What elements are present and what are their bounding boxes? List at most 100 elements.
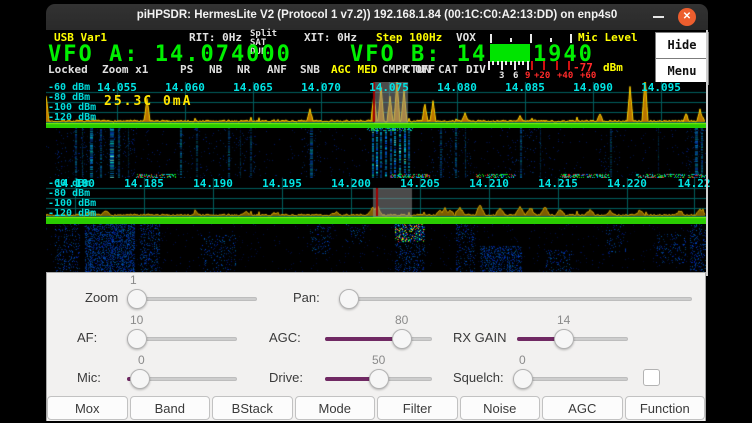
- sat-label: SAT: [250, 38, 267, 48]
- dbm-tick-label: -80 dBm: [48, 92, 91, 103]
- scale-tick: [490, 34, 492, 43]
- zoom-label: Zoom: [85, 290, 119, 305]
- slider-trough[interactable]: [339, 297, 692, 301]
- slider-handle[interactable]: [392, 329, 413, 349]
- drive-value: 50: [372, 353, 386, 367]
- vox-indicator[interactable]: VOX: [456, 31, 476, 44]
- rx-gain-value: 14: [557, 313, 571, 327]
- frequency-tick-label: 14.22: [677, 177, 711, 190]
- mode-flag: CMPR OFF: [382, 63, 435, 76]
- signal-strength-unit: dBm: [603, 61, 623, 74]
- mode-flag: ANF: [267, 63, 287, 76]
- agc-button[interactable]: AGC: [542, 396, 623, 420]
- mode-flag: DIV: [466, 63, 486, 76]
- slider-handle[interactable]: [553, 329, 574, 349]
- xit-indicator[interactable]: XIT: 0Hz: [304, 31, 357, 44]
- vfo-meter-panel: USB Var1 RIT: 0Hz Split SAT DUP XIT: 0Hz…: [46, 30, 708, 82]
- mode-flag: Zoom x1: [102, 63, 149, 76]
- rx1-spectrum-display[interactable]: 14.055 14.060 14.065 14.070 14.075 14.080 14.0…: [46, 81, 706, 128]
- meter-scale-label: +20: [534, 71, 551, 81]
- vfo-a-display[interactable]: VFO A: 14.074000: [48, 42, 292, 67]
- scale-tick: [488, 61, 490, 70]
- slider-handle[interactable]: [130, 369, 151, 389]
- signal-strength-value: -77: [573, 61, 593, 74]
- af-slider[interactable]: [127, 329, 237, 349]
- drive-label: Drive:: [269, 370, 303, 385]
- menu-button[interactable]: Menu: [655, 58, 709, 85]
- dbm-tick-label: -120 dBm: [48, 208, 97, 219]
- scale-tick-red: [568, 61, 570, 70]
- frequency-tick-label: 14.190: [193, 177, 233, 190]
- vfo-b-display[interactable]: VFO B: 14.201940: [350, 42, 594, 67]
- dbm-tick-label: -60 dBm: [48, 178, 91, 189]
- frequency-tick-label: 14.075: [369, 81, 409, 94]
- frequency-tick-label: 14.070: [301, 81, 341, 94]
- dbm-tick-label: -80 dBm: [48, 188, 91, 199]
- frequency-tick-label: 14.055: [97, 81, 137, 94]
- frequency-tick-label: 14.205: [400, 177, 440, 190]
- rx-gain-slider[interactable]: [517, 329, 628, 349]
- bstack-button[interactable]: BStack: [212, 396, 293, 420]
- slider-handle[interactable]: [127, 289, 147, 309]
- meter-scale-label: 3: [499, 71, 505, 81]
- frequency-tick-label: 14.095: [641, 81, 681, 94]
- frequency-tick-label: 14.220: [607, 177, 647, 190]
- dbm-tick-label: -100 dBm: [48, 102, 97, 113]
- squelch-value: 0: [519, 353, 526, 367]
- zoom-slider[interactable]: [127, 289, 257, 309]
- frequency-tick-label: 14.200: [331, 177, 371, 190]
- meter-scale-label: 9: [525, 71, 531, 81]
- squelch-checkbox[interactable]: [643, 369, 660, 386]
- mode-indicator[interactable]: USB Var1: [54, 31, 107, 44]
- noise-button[interactable]: Noise: [459, 396, 540, 420]
- mox-button[interactable]: Mox: [47, 396, 128, 420]
- rit-indicator[interactable]: RIT: 0Hz: [189, 31, 242, 44]
- mic-level-label: Mic Level: [578, 31, 638, 44]
- scale-tick: [570, 34, 572, 43]
- zoom-value: 1: [130, 273, 137, 287]
- band-button[interactable]: Band: [129, 396, 210, 420]
- split-label: Split: [250, 29, 278, 39]
- mode-flag: NR: [237, 63, 251, 76]
- rx1-waterfall-display[interactable]: [46, 128, 706, 178]
- close-icon[interactable]: ✕: [678, 8, 696, 26]
- split-sat-dup-indicator[interactable]: Split SAT DUP: [250, 30, 277, 57]
- agc-slider[interactable]: [325, 329, 432, 349]
- meter-scale-label: 6: [513, 71, 519, 81]
- slider-handle[interactable]: [513, 369, 533, 389]
- minimize-icon[interactable]: [653, 16, 664, 18]
- rx2-waterfall-display[interactable]: [46, 224, 706, 272]
- scale-tick: [513, 61, 516, 70]
- mode-button[interactable]: Mode: [294, 396, 375, 420]
- frequency-tick-label: 14.215: [538, 177, 578, 190]
- scale-tick-red: [531, 61, 533, 70]
- drive-slider[interactable]: [325, 369, 432, 389]
- agc-value: 80: [395, 313, 409, 327]
- slider-handle[interactable]: [339, 289, 359, 309]
- scale-tick: [550, 38, 552, 42]
- mode-flag: AGC MED: [331, 63, 378, 76]
- mode-flag: NB: [209, 63, 223, 76]
- scale-tick: [510, 38, 512, 42]
- mode-flag: CAT: [438, 63, 458, 76]
- slider-handle[interactable]: [368, 369, 389, 389]
- squelch-slider[interactable]: [513, 369, 628, 389]
- slider-fill: [325, 377, 379, 381]
- pan-slider[interactable]: [339, 289, 692, 309]
- slider-handle[interactable]: [127, 329, 147, 349]
- rx2-spectrum-display[interactable]: 14.180 14.185 14.190 14.195 14.200 14.205 14.2…: [46, 177, 711, 224]
- function-button[interactable]: Function: [624, 396, 705, 420]
- hide-button[interactable]: Hide: [655, 32, 709, 59]
- mode-flag: CTUN: [404, 63, 431, 76]
- step-indicator[interactable]: Step 100Hz: [376, 31, 443, 44]
- title-bar[interactable]: piHPSDR: HermesLite V2 (Protocol 1 v7.2)…: [46, 4, 708, 30]
- scale-tick: [492, 61, 495, 65]
- filter-button[interactable]: Filter: [377, 396, 458, 420]
- scale-tick: [509, 61, 512, 65]
- function-button-row: Mox Band BStack Mode Filter Noise AGC Fu…: [46, 395, 706, 421]
- meter-scale-label: +60: [580, 71, 597, 81]
- mic-slider[interactable]: [127, 369, 237, 389]
- mic-label: Mic:: [77, 370, 101, 385]
- mode-flag: Locked: [48, 63, 88, 76]
- window-title: piHPSDR: HermesLite V2 (Protocol 1 v7.2)…: [136, 9, 618, 21]
